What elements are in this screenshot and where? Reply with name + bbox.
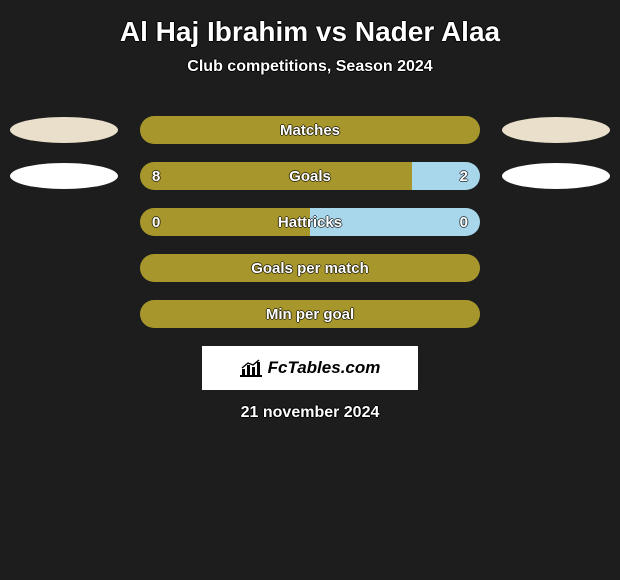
stat-label: Goals per match: [140, 254, 480, 282]
stat-bar: 00Hattricks: [140, 208, 480, 236]
player-a-ellipse: [10, 163, 118, 189]
date-text: 21 november 2024: [0, 404, 620, 422]
stat-label: Min per goal: [140, 300, 480, 328]
player-b-ellipse: [502, 163, 610, 189]
logo-text: FcTables.com: [268, 358, 381, 378]
stat-bar: 82Goals: [140, 162, 480, 190]
stat-bar: Matches: [140, 116, 480, 144]
stat-row: 82Goals: [0, 162, 620, 190]
stat-row: 00Hattricks: [0, 208, 620, 236]
chart-icon: [240, 359, 262, 377]
stat-bar: Min per goal: [140, 300, 480, 328]
stat-rows: Matches 82Goals 00Hattricks Goals per match…: [0, 116, 620, 328]
page-title: Al Haj Ibrahim vs Nader Alaa: [0, 10, 620, 58]
subtitle: Club competitions, Season 2024: [0, 58, 620, 76]
stat-label: Matches: [140, 116, 480, 144]
comparison-infographic: Al Haj Ibrahim vs Nader Alaa Club compet…: [0, 0, 620, 422]
stat-row: Matches: [0, 116, 620, 144]
stat-bar: Goals per match: [140, 254, 480, 282]
stat-row: Goals per match: [0, 254, 620, 282]
stat-row: Min per goal: [0, 300, 620, 328]
stat-label: Goals: [140, 162, 480, 190]
logo-box: FcTables.com: [202, 346, 418, 390]
stat-label: Hattricks: [140, 208, 480, 236]
player-b-ellipse: [502, 117, 610, 143]
player-a-ellipse: [10, 117, 118, 143]
